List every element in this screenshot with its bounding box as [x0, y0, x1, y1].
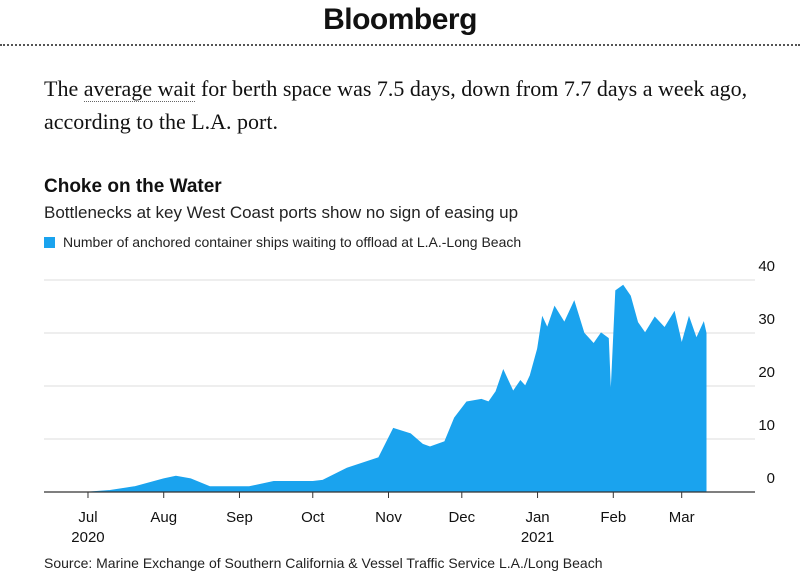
article-lede: The average wait for berth space was 7.5… — [44, 72, 774, 138]
header-divider — [0, 44, 800, 46]
chart-subtitle: Bottlenecks at key West Coast ports show… — [44, 203, 519, 222]
y-tick-40: 40 — [758, 258, 775, 275]
x-tick-jan: Jan — [525, 509, 549, 526]
bloomberg-logo[interactable]: Bloomberg — [323, 3, 477, 36]
area-series-0 — [87, 284, 707, 493]
x-tick-year-2021: 2021 — [521, 529, 554, 546]
x-tick-year-2020: 2020 — [71, 529, 104, 546]
chart-legend: Number of anchored container ships waiti… — [44, 233, 521, 251]
chart-title: Choke on the Water — [44, 176, 222, 197]
x-tick-jul: Jul — [78, 509, 97, 526]
lede-text-start: The — [44, 76, 84, 101]
legend-swatch — [44, 236, 55, 248]
x-tick-aug: Aug — [150, 509, 177, 526]
x-tick-dec: Dec — [448, 509, 475, 526]
x-tick-nov: Nov — [375, 509, 402, 526]
area-series — [87, 284, 707, 493]
x-tick-labels: Jul 2020 Aug Sep Oct Nov Dec Jan 2021 Feb Mar — [71, 492, 695, 546]
y-tick-0: 0 — [767, 470, 775, 487]
legend-label: Number of anchored container ships waiti… — [63, 234, 522, 250]
y-tick-30: 30 — [758, 311, 775, 328]
y-axis: 0 10 20 30 40 — [758, 258, 775, 487]
x-tick-oct: Oct — [301, 509, 325, 526]
lede-text-end: for berth space was 7.5 days, down from … — [44, 76, 748, 134]
x-tick-mar: Mar — [669, 509, 695, 526]
source-note: Source: Marine Exchange of Southern Cali… — [44, 555, 603, 571]
y-tick-20: 20 — [758, 364, 775, 381]
x-tick-feb: Feb — [600, 509, 626, 526]
x-tick-sep: Sep — [226, 509, 253, 526]
y-tick-10: 10 — [758, 417, 775, 434]
average-wait-link[interactable]: average wait — [83, 76, 196, 102]
